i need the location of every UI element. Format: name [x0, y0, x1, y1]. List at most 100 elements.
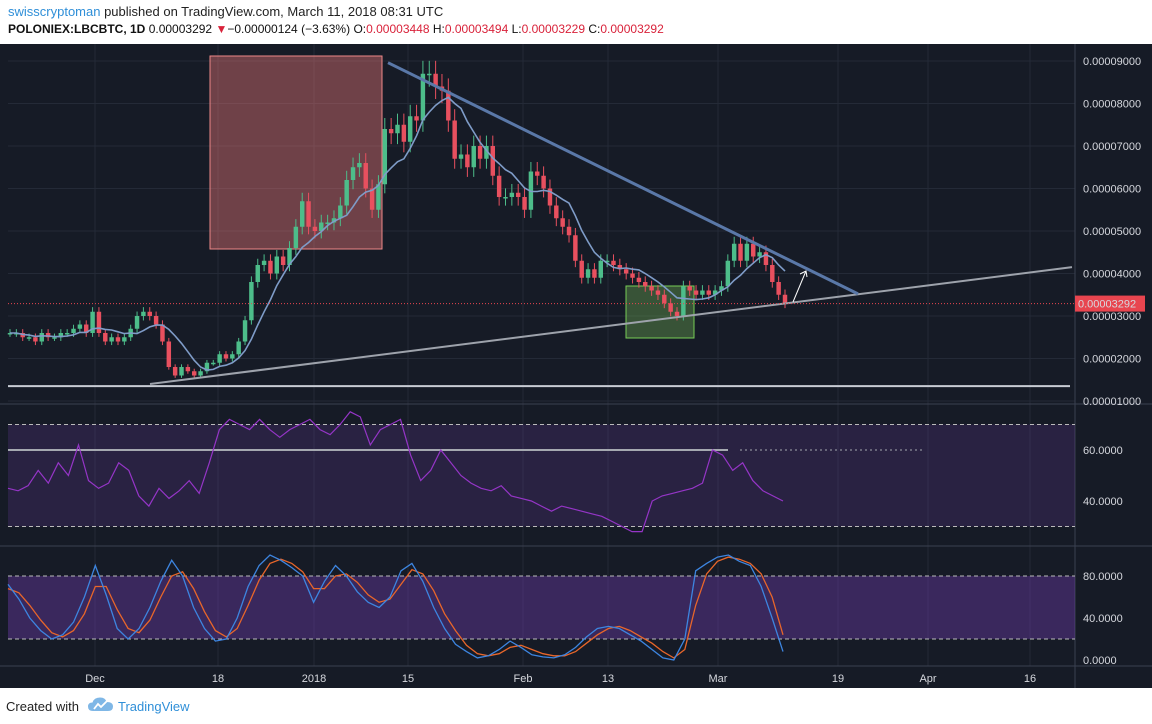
date-tick-label: Feb — [514, 673, 533, 685]
candle-body — [706, 290, 711, 295]
candle-body — [217, 354, 222, 363]
symbol-label: POLONIEX:LBCBTC, 1D — [8, 22, 146, 36]
candle-body — [509, 192, 515, 197]
candle-body — [96, 311, 102, 333]
candle-body — [617, 265, 623, 270]
candle-body — [700, 290, 705, 295]
tradingview-brand[interactable]: TradingView — [88, 697, 190, 716]
price-tick-label: 0.00004000 — [1083, 269, 1141, 281]
rsi-band — [8, 424, 1075, 527]
candle-body — [465, 154, 470, 168]
candle-body — [122, 337, 127, 342]
stoch-d-line — [7, 556, 784, 659]
candle-body — [64, 333, 70, 335]
candle-body — [427, 73, 432, 76]
candle-body — [268, 260, 273, 274]
candle-body — [287, 248, 292, 265]
candle-body — [560, 218, 565, 227]
author-name[interactable]: swisscryptoman — [8, 4, 101, 19]
candle-body — [649, 286, 654, 291]
stoch-tick-label: 40.0000 — [1083, 613, 1123, 625]
candle-body — [598, 260, 604, 278]
candle-body — [579, 260, 584, 278]
candle-body — [471, 146, 476, 168]
candle-body — [687, 286, 692, 291]
candle-body — [211, 362, 216, 365]
candle-body — [172, 367, 178, 376]
candle-body — [433, 73, 438, 87]
candle-body — [293, 226, 299, 248]
candle-body — [236, 341, 241, 355]
candle-body — [261, 260, 267, 265]
highlight-zone-pink — [209, 55, 383, 250]
arrow-head-icon — [799, 270, 808, 278]
candle-body — [414, 116, 419, 121]
open-value: 0.00003448 — [366, 22, 430, 36]
candle-body — [274, 256, 280, 274]
current-price-label: 0.00003292 — [1078, 299, 1136, 311]
candle-body — [147, 311, 152, 316]
axes: 0.00003292 0.00009000 0.00008000 0.00007000… — [85, 56, 1145, 685]
candle-body — [623, 269, 629, 274]
rsi-tick-label: 60.0000 — [1083, 445, 1123, 457]
candle-body — [115, 337, 121, 342]
date-tick-label: 19 — [832, 673, 844, 685]
date-tick-label: 16 — [1024, 673, 1036, 685]
candle-body — [33, 337, 38, 342]
price-tick-label: 0.00006000 — [1083, 184, 1141, 196]
candle-body — [230, 354, 235, 359]
candle-body — [198, 371, 203, 376]
price-tick-label: 0.00003000 — [1083, 311, 1141, 323]
candle-body — [573, 235, 578, 261]
publish-line: swisscryptoman published on TradingView.… — [8, 4, 443, 19]
rsi-line — [7, 411, 784, 533]
chart-svg[interactable]: 0.00003292 0.00009000 0.00008000 0.00007000… — [0, 44, 1152, 688]
chart-area[interactable]: 0.00003292 0.00009000 0.00008000 0.00007000… — [0, 44, 1152, 688]
candle-body — [674, 311, 680, 316]
candle-body — [522, 197, 527, 210]
candle-body — [325, 222, 330, 224]
brand-label: TradingView — [118, 699, 190, 714]
price-pane — [7, 55, 1075, 388]
last-price: 0.00003292 — [148, 22, 213, 36]
date-tick-label: Mar — [709, 673, 728, 685]
candle-body — [477, 146, 483, 159]
low-value: 0.00003229 — [521, 22, 586, 36]
published-text: published on TradingView.com, March 11, … — [100, 4, 444, 19]
header: swisscryptoman published on TradingView.… — [0, 0, 1152, 44]
candle-body — [554, 205, 559, 219]
candle-body — [731, 243, 737, 261]
candle-body — [160, 324, 165, 342]
candle-body — [71, 328, 76, 333]
candle-body — [39, 333, 44, 342]
candle-body — [604, 260, 610, 263]
high-label: H: — [432, 22, 445, 36]
candle-body — [249, 282, 254, 321]
candle-body — [541, 175, 546, 189]
candle-body — [611, 260, 616, 265]
candle-body — [662, 294, 667, 304]
candle-body — [585, 269, 591, 278]
price-tick-label: 0.00005000 — [1083, 226, 1141, 238]
candle-body — [242, 320, 248, 342]
candle-body — [141, 311, 146, 316]
candle-body — [776, 282, 781, 295]
ohlc-line: POLONIEX:LBCBTC, 1D 0.00003292 ▼−0.00000… — [8, 22, 664, 36]
grid-lines — [0, 44, 1152, 688]
candle-body — [712, 290, 718, 295]
price-tick-label: 0.00007000 — [1083, 141, 1141, 153]
candle-body — [566, 226, 572, 236]
candle-body — [719, 286, 724, 291]
candle-body — [503, 197, 508, 199]
candle-body — [395, 124, 400, 134]
down-arrow-icon: ▼ — [215, 22, 228, 36]
candle-body — [52, 337, 57, 339]
candle-body — [369, 188, 375, 210]
candle-body — [77, 324, 83, 329]
date-tick-label: 13 — [602, 673, 614, 685]
candle-body — [757, 252, 762, 257]
candle-body — [452, 120, 457, 159]
candle-body — [535, 171, 540, 176]
stoch-k-line — [7, 554, 784, 661]
rsi-pane — [7, 411, 1075, 533]
